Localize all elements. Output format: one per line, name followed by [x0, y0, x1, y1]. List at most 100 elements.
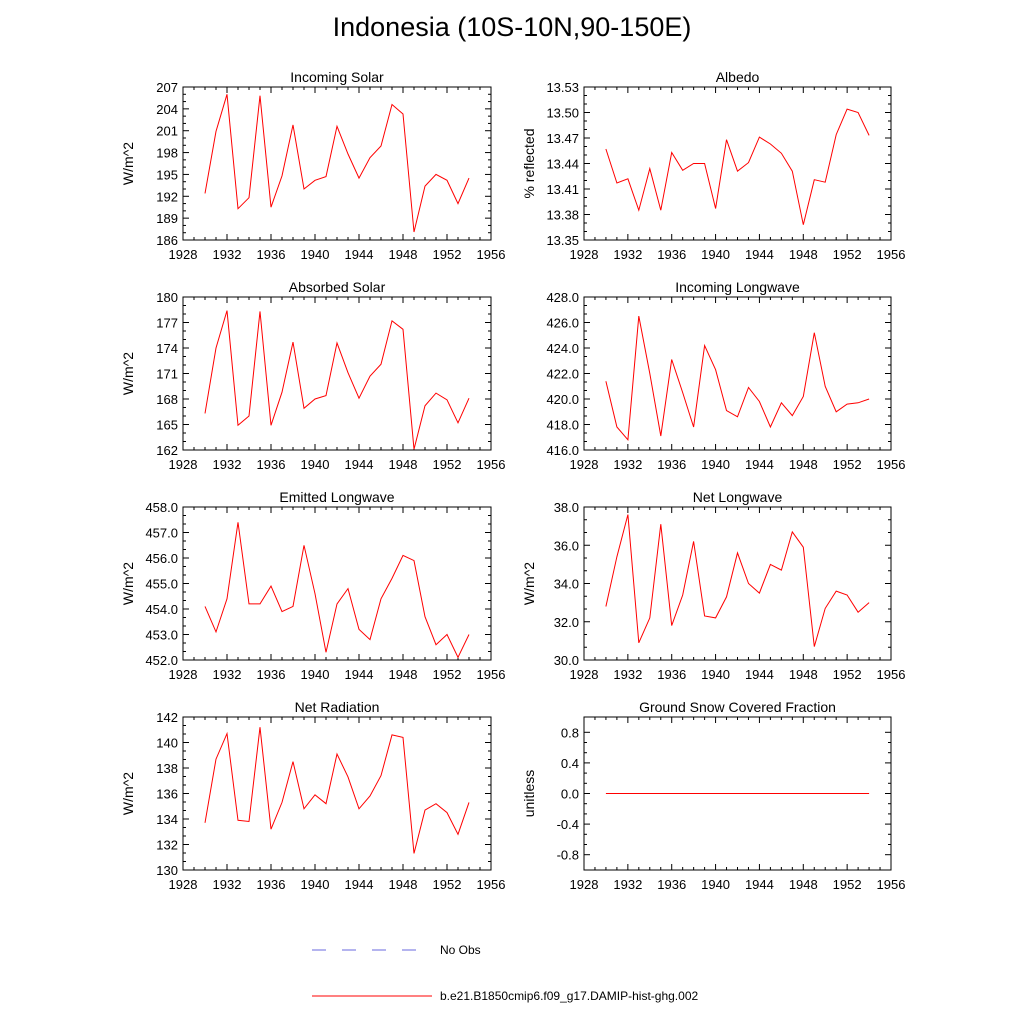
x-tick-label: 1944 — [745, 457, 774, 472]
y-tick-label: 418.0 — [546, 418, 579, 433]
panel-title: Incoming Longwave — [675, 279, 800, 295]
x-tick-label: 1956 — [477, 667, 506, 682]
y-axis-label: W/m^2 — [120, 772, 136, 815]
x-tick-label: 1940 — [301, 457, 330, 472]
plot-frame — [182, 296, 492, 451]
x-tick-label: 1944 — [745, 247, 774, 262]
x-tick-label: 1948 — [789, 667, 818, 682]
y-tick-label: 34.0 — [554, 577, 579, 592]
x-tick-label: 1928 — [570, 877, 599, 892]
y-tick-label: 456.0 — [145, 551, 178, 566]
x-tick-label: 1952 — [833, 667, 862, 682]
x-tick-label: 1952 — [433, 877, 462, 892]
plot-frame — [182, 86, 492, 241]
y-tick-label: 416.0 — [546, 443, 579, 458]
x-tick-label: 1956 — [877, 247, 906, 262]
x-tick-label: 1948 — [389, 457, 418, 472]
y-tick-label: 13.44 — [546, 157, 579, 172]
x-tick-label: 1932 — [613, 667, 642, 682]
y-tick-label: 186 — [156, 233, 178, 248]
y-tick-label: 454.0 — [145, 602, 178, 617]
y-tick-label: 428.0 — [546, 290, 579, 305]
y-tick-label: 134 — [156, 812, 178, 827]
y-tick-label: 13.35 — [546, 233, 579, 248]
y-tick-label: 201 — [156, 124, 178, 139]
y-tick-label: 138 — [156, 761, 178, 776]
panel-title: Ground Snow Covered Fraction — [639, 699, 836, 715]
series-line — [204, 522, 470, 659]
x-tick-label: 1928 — [570, 457, 599, 472]
x-tick-label: 1940 — [701, 667, 730, 682]
series-line — [204, 310, 470, 450]
x-tick-label: 1936 — [657, 877, 686, 892]
y-tick-label: 168 — [156, 392, 178, 407]
y-tick-label: 136 — [156, 787, 178, 802]
plot-frame — [583, 86, 892, 241]
x-tick-label: 1956 — [477, 457, 506, 472]
y-tick-label: 420.0 — [546, 392, 579, 407]
y-tick-label: 165 — [156, 418, 178, 433]
x-tick-label: 1956 — [877, 877, 906, 892]
y-tick-label: 162 — [156, 443, 178, 458]
x-tick-label: 1948 — [389, 247, 418, 262]
x-tick-label: 1936 — [257, 877, 286, 892]
x-tick-label: 1932 — [213, 457, 242, 472]
y-tick-label: 32.0 — [554, 615, 579, 630]
panel-title: Albedo — [716, 69, 760, 85]
y-tick-label: 189 — [156, 211, 178, 226]
y-tick-label: 174 — [156, 341, 178, 356]
y-tick-label: 13.38 — [546, 208, 579, 223]
series-line — [204, 727, 470, 854]
panel-4: 1928 1932 1936 1940 1944 1948 1952 1956 452.0 453… — [120, 489, 505, 682]
x-tick-label: 1940 — [301, 877, 330, 892]
panel-5: 1928 1932 1936 1940 1944 1948 1952 1956 30.0 32.0… — [521, 489, 905, 682]
x-tick-label: 1928 — [169, 247, 198, 262]
plot-frame — [583, 296, 892, 451]
y-tick-label: 453.0 — [145, 628, 178, 643]
y-tick-label: 424.0 — [546, 341, 579, 356]
y-tick-label: 192 — [156, 189, 178, 204]
y-tick-label: 13.50 — [546, 106, 579, 121]
panel-title: Absorbed Solar — [289, 279, 386, 295]
panel-6: 1928 1932 1936 1940 1944 1948 1952 1956 130 132 13… — [120, 699, 505, 892]
y-axis-label: W/m^2 — [120, 142, 136, 185]
y-tick-label: 180 — [156, 290, 178, 305]
series-line — [605, 514, 870, 647]
x-tick-label: 1928 — [169, 457, 198, 472]
series-line — [605, 316, 870, 442]
x-tick-label: 1932 — [613, 457, 642, 472]
x-tick-label: 1940 — [701, 877, 730, 892]
y-tick-label: -0.8 — [557, 848, 579, 863]
x-tick-label: 1940 — [701, 247, 730, 262]
x-tick-label: 1952 — [433, 247, 462, 262]
y-tick-label: 457.0 — [145, 526, 178, 541]
x-tick-label: 1944 — [345, 457, 374, 472]
y-axis-label: W/m^2 — [120, 562, 136, 605]
x-tick-label: 1948 — [789, 247, 818, 262]
x-tick-label: 1944 — [345, 877, 374, 892]
x-tick-label: 1956 — [877, 457, 906, 472]
panel-0: 1928 1932 1936 1940 1944 1948 1952 1956 186 189 19… — [120, 69, 505, 262]
x-tick-label: 1956 — [877, 667, 906, 682]
y-tick-label: 422.0 — [546, 367, 579, 382]
plot-frame — [583, 506, 892, 661]
y-axis-label: W/m^2 — [120, 352, 136, 395]
y-tick-label: 13.53 — [546, 80, 579, 95]
y-tick-label: 140 — [156, 736, 178, 751]
panel-title: Emitted Longwave — [279, 489, 394, 505]
y-tick-label: 13.47 — [546, 131, 579, 146]
y-tick-label: 30.0 — [554, 653, 579, 668]
x-tick-label: 1956 — [477, 877, 506, 892]
x-tick-label: 1936 — [657, 457, 686, 472]
x-tick-label: 1944 — [345, 247, 374, 262]
y-tick-label: 171 — [156, 367, 178, 382]
x-tick-label: 1952 — [833, 457, 862, 472]
y-axis-label: W/m^2 — [521, 562, 537, 605]
x-tick-label: 1932 — [613, 877, 642, 892]
x-tick-label: 1940 — [701, 457, 730, 472]
panel-title: Incoming Solar — [290, 69, 384, 85]
y-tick-label: 207 — [156, 80, 178, 95]
y-axis-label: % reflected — [521, 128, 537, 198]
x-tick-label: 1952 — [433, 457, 462, 472]
x-tick-label: 1936 — [257, 457, 286, 472]
